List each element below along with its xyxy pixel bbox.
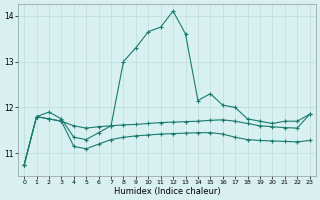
X-axis label: Humidex (Indice chaleur): Humidex (Indice chaleur) [114, 187, 220, 196]
